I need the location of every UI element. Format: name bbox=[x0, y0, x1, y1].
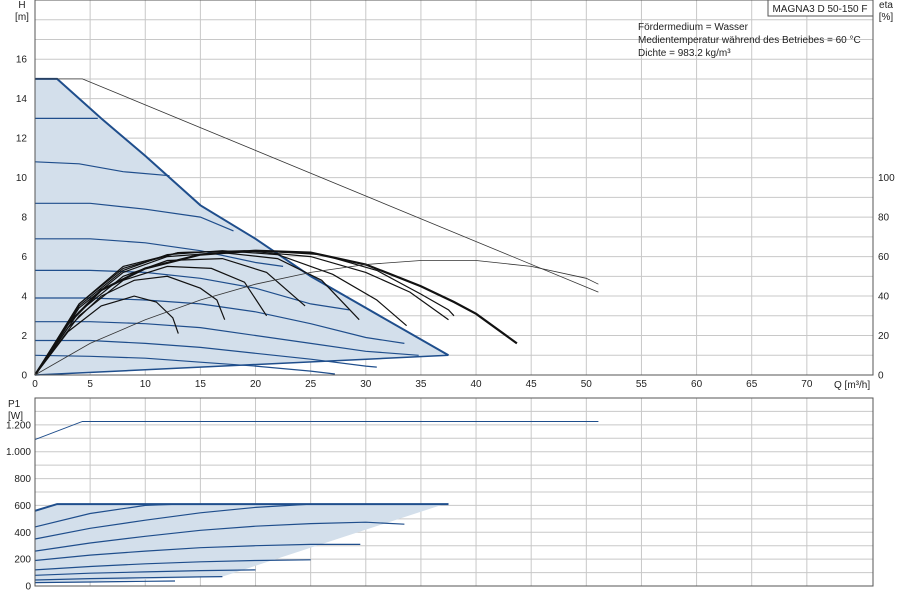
eta-tick-label: 40 bbox=[878, 292, 890, 303]
power-tick-label: 1.000 bbox=[6, 447, 31, 458]
power-curve-9 bbox=[34, 580, 176, 584]
head-tick-label: 12 bbox=[16, 134, 28, 145]
power-range-area bbox=[35, 502, 449, 584]
flow-tick-label: 55 bbox=[636, 379, 648, 390]
eta-tick-label: 100 bbox=[878, 173, 895, 184]
model-label-box: MAGNA3 D 50-150 F bbox=[767, 0, 874, 17]
flow-tick-label: 35 bbox=[415, 379, 427, 390]
power-curve-1 bbox=[34, 503, 449, 512]
flow-tick-label: 70 bbox=[801, 379, 813, 390]
head-curve-7 bbox=[35, 321, 419, 356]
flow-tick-label: 60 bbox=[691, 379, 703, 390]
head-tick-label: 16 bbox=[16, 55, 28, 66]
head-tick-label: 4 bbox=[21, 292, 27, 303]
operating-range-area bbox=[35, 78, 449, 376]
efficiency-curve-5 bbox=[34, 251, 360, 376]
max-efficiency-curve bbox=[34, 249, 518, 376]
flow-tick-label: 45 bbox=[526, 379, 538, 390]
power-axis-unit: [W] bbox=[8, 411, 23, 422]
flow-tick-label: 15 bbox=[195, 379, 207, 390]
eta-tick-label: 60 bbox=[878, 252, 890, 263]
head-plot-frame bbox=[34, 0, 874, 376]
head-axis-label: H bbox=[18, 0, 25, 11]
eta-tick-label: 20 bbox=[878, 331, 890, 342]
power-plot-frame bbox=[34, 397, 874, 587]
power-axis-title: P1 [W] bbox=[8, 399, 23, 422]
power-tick-label: 200 bbox=[14, 555, 31, 566]
eta-tick-label: 80 bbox=[878, 213, 890, 224]
info-line-temperature: Medientemperatur während des Betriebes =… bbox=[638, 35, 861, 46]
eta-axis-label: eta bbox=[879, 0, 893, 11]
power-curve-3 bbox=[34, 503, 311, 540]
head-curve-9 bbox=[34, 354, 335, 375]
head-tick-label: 6 bbox=[21, 252, 27, 263]
eta-tick-label: 0 bbox=[878, 371, 884, 382]
head-tick-label: 8 bbox=[21, 213, 27, 224]
eta-axis-unit: [%] bbox=[879, 12, 894, 23]
power-tick-label: 400 bbox=[14, 528, 31, 539]
head-efficiency-chart: 0 5 10 15 20 25 30 35 40 45 50 55 60 65 70 0 2 4 6 8 10 12 14 1… bbox=[16, 0, 895, 390]
head-tick-label: 10 bbox=[16, 173, 28, 184]
flow-tick-label: 30 bbox=[360, 379, 372, 390]
head-curve-4 bbox=[35, 238, 284, 267]
reference-efficiency-curve bbox=[34, 260, 599, 376]
head-axis-unit: [m] bbox=[15, 12, 29, 23]
power-chart: 0 200 400 600 800 1.000 1.200 bbox=[6, 397, 874, 593]
head-curve-2 bbox=[34, 161, 170, 177]
flow-tick-label: 10 bbox=[140, 379, 152, 390]
power-axis-label: P1 bbox=[8, 399, 21, 410]
fluid-info: Fördermedium = Wasser Medientemperatur w… bbox=[638, 22, 861, 59]
flow-tick-label: 20 bbox=[250, 379, 262, 390]
power-tick-label: 0 bbox=[25, 582, 31, 593]
power-curve-6 bbox=[34, 559, 311, 571]
power-tick-label: 800 bbox=[14, 474, 31, 485]
min-head-curve bbox=[34, 354, 449, 376]
eta-axis-title: eta [%] bbox=[879, 0, 894, 23]
model-label: MAGNA3 D 50-150 F bbox=[772, 4, 867, 15]
flow-tick-label: 65 bbox=[746, 379, 758, 390]
power-curve-4 bbox=[34, 521, 405, 552]
head-curve-3 bbox=[35, 202, 234, 232]
flow-tick-label: 50 bbox=[581, 379, 593, 390]
info-line-density: Dichte = 983.2 kg/m³ bbox=[638, 48, 731, 59]
head-tick-label: 2 bbox=[21, 331, 27, 342]
flow-axis-label: Q [m³/h] bbox=[834, 380, 870, 391]
power-curve-2 bbox=[34, 503, 179, 528]
efficiency-curve-6 bbox=[34, 250, 407, 376]
max-head-curve bbox=[35, 77, 449, 357]
reference-head-curve bbox=[35, 78, 599, 293]
flow-tick-label: 0 bbox=[32, 379, 38, 390]
flow-tick-label: 5 bbox=[87, 379, 93, 390]
power-curve-8 bbox=[34, 576, 223, 581]
head-axis-title: H [m] bbox=[15, 0, 29, 23]
reference-power-curve bbox=[34, 421, 599, 441]
head-curve-5 bbox=[35, 269, 350, 311]
power-curve-5 bbox=[34, 543, 361, 562]
info-line-medium: Fördermedium = Wasser bbox=[638, 22, 749, 33]
efficiency-curve-3 bbox=[34, 265, 268, 376]
efficiency-curve-1 bbox=[34, 295, 179, 376]
flow-tick-label: 25 bbox=[305, 379, 317, 390]
flow-tick-label: 40 bbox=[470, 379, 482, 390]
head-curve-8 bbox=[35, 339, 377, 368]
head-tick-label: 0 bbox=[21, 371, 27, 382]
power-curve-7 bbox=[34, 569, 256, 576]
head-tick-label: 14 bbox=[16, 94, 28, 105]
power-tick-label: 600 bbox=[14, 501, 31, 512]
power-tick-label: 1.200 bbox=[6, 420, 31, 431]
